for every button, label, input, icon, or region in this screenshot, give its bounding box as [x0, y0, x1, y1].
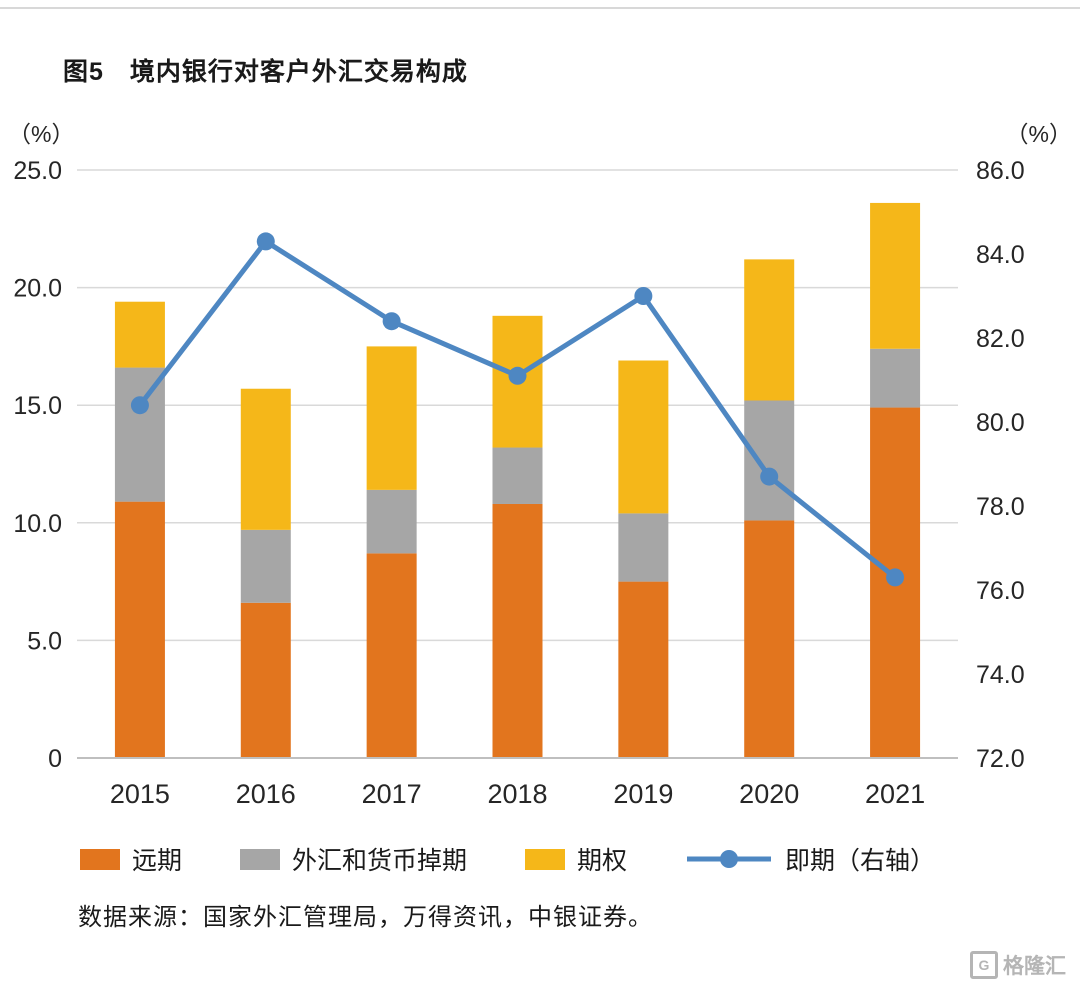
left-axis-tick: 20.0 — [13, 275, 62, 303]
legend-item-spot: 即期（右轴） — [685, 841, 935, 877]
swap-series-label: 外汇和货币掉期 — [292, 847, 468, 875]
bar-segment-2 — [870, 202, 921, 349]
bar-segment-1 — [114, 367, 165, 502]
swap-series-swatch — [240, 848, 281, 870]
right-axis-tick: 80.0 — [976, 409, 1025, 437]
gelonghui-logo-icon: G — [970, 951, 998, 979]
chart-title: 图5 境内银行对客户外汇交易构成 — [63, 58, 468, 86]
right-axis-tick: 86.0 — [976, 157, 1025, 185]
category-label: 2015 — [110, 779, 170, 809]
legend-item-option: 期权 — [525, 841, 627, 877]
bar-segment-0 — [366, 553, 417, 758]
bar-segment-0 — [240, 602, 291, 758]
left-axis-unit-label: （%） — [8, 121, 75, 147]
category-label: 2018 — [487, 779, 547, 809]
spot-line-marker — [634, 287, 653, 305]
bar-segment-1 — [240, 529, 291, 603]
bar-segment-2 — [618, 360, 669, 514]
data-source-note: 数据来源：国家外汇管理局，万得资讯，中银证券。 — [78, 904, 653, 931]
option-series-swatch — [525, 848, 566, 870]
spot-line-marker — [508, 366, 527, 385]
spot-line-marker — [130, 396, 149, 415]
bar-segment-1 — [744, 400, 795, 521]
left-axis-tick: 15.0 — [13, 392, 62, 420]
chart-legend: 远期 外汇和货币掉期 期权 即期（右轴） — [80, 841, 1040, 877]
category-label: 2020 — [739, 779, 799, 809]
left-axis-tick: 5.0 — [27, 627, 62, 655]
bar-segment-1 — [366, 489, 417, 554]
legend-item-forward: 远期 — [80, 841, 182, 877]
right-axis-tick: 84.0 — [976, 241, 1025, 269]
category-label: 2021 — [865, 779, 925, 809]
watermark: G 格隆汇 — [970, 950, 1066, 980]
right-axis-tick: 72.0 — [976, 745, 1025, 773]
right-axis-tick: 82.0 — [976, 325, 1025, 353]
forward-series-label: 远期 — [132, 847, 183, 875]
spot-line-marker — [760, 467, 779, 486]
legend-item-swap: 外汇和货币掉期 — [240, 841, 467, 877]
right-axis-tick: 76.0 — [976, 577, 1025, 605]
forward-series-swatch — [80, 848, 120, 870]
bar-segment-1 — [492, 447, 543, 504]
bar-segment-0 — [492, 503, 543, 758]
left-axis-tick: 0 — [48, 745, 62, 773]
bar-segment-0 — [114, 501, 165, 758]
bar-segment-2 — [744, 259, 795, 401]
combo-chart: 25.0 20.0 15.0 10.0 5.0 0 86.0 84.0 82.0 80.0 78.0… — [13, 157, 1025, 809]
right-axis-unit-label: （%） — [1005, 121, 1072, 147]
left-axis-tick: 10.0 — [13, 510, 62, 538]
top-divider — [0, 7, 1080, 9]
option-series-label: 期权 — [577, 847, 628, 875]
bar-segment-2 — [366, 346, 417, 490]
bar-segment-2 — [114, 301, 165, 368]
right-axis-tick: 78.0 — [976, 493, 1025, 521]
watermark-text: 格隆汇 — [1003, 955, 1066, 978]
category-label: 2019 — [613, 779, 673, 809]
bar-segment-0 — [618, 581, 669, 758]
spot-series-label: 即期（右轴） — [785, 847, 936, 875]
bar-segment-1 — [870, 348, 921, 408]
spot-line-marker — [886, 568, 905, 587]
bar-segment-1 — [618, 513, 669, 582]
spot-line-marker — [382, 312, 401, 331]
bar-segment-2 — [240, 388, 291, 530]
spot-line-swatch — [687, 850, 772, 868]
category-label: 2016 — [236, 779, 296, 809]
bar-segment-0 — [744, 520, 795, 758]
right-axis-tick: 74.0 — [976, 661, 1025, 689]
category-label: 2017 — [362, 779, 422, 809]
spot-line-marker — [256, 232, 275, 251]
left-axis-tick: 25.0 — [13, 157, 62, 185]
